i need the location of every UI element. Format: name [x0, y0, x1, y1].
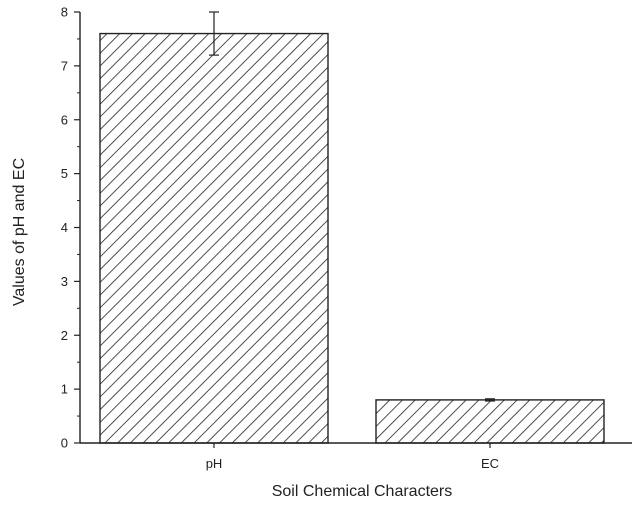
error-bar-ec — [485, 398, 495, 402]
y-axis-title: Values of pH and EC — [11, 158, 28, 306]
y-tick-label: 6 — [61, 112, 68, 127]
y-tick-label: 8 — [61, 5, 68, 20]
axes-layer: pH EC 0 1 2 3 4 5 6 7 8 — [61, 5, 632, 471]
bar-ph — [99, 32, 329, 444]
x-tick-label: EC — [481, 456, 499, 471]
y-tick-label: 1 — [61, 382, 68, 397]
y-tick-label: 0 — [61, 436, 68, 451]
y-tick-label: 5 — [61, 166, 68, 181]
error-bar-ph — [209, 11, 219, 56]
bars-layer — [99, 11, 605, 444]
x-tick-label: pH — [206, 456, 223, 471]
x-axis-title: Soil Chemical Characters — [272, 483, 453, 500]
y-tick-label: 4 — [61, 220, 68, 235]
y-tick-label: 2 — [61, 328, 68, 343]
y-tick-label: 7 — [61, 58, 68, 73]
bar-ec — [375, 399, 605, 444]
y-tick-label: 3 — [61, 274, 68, 289]
